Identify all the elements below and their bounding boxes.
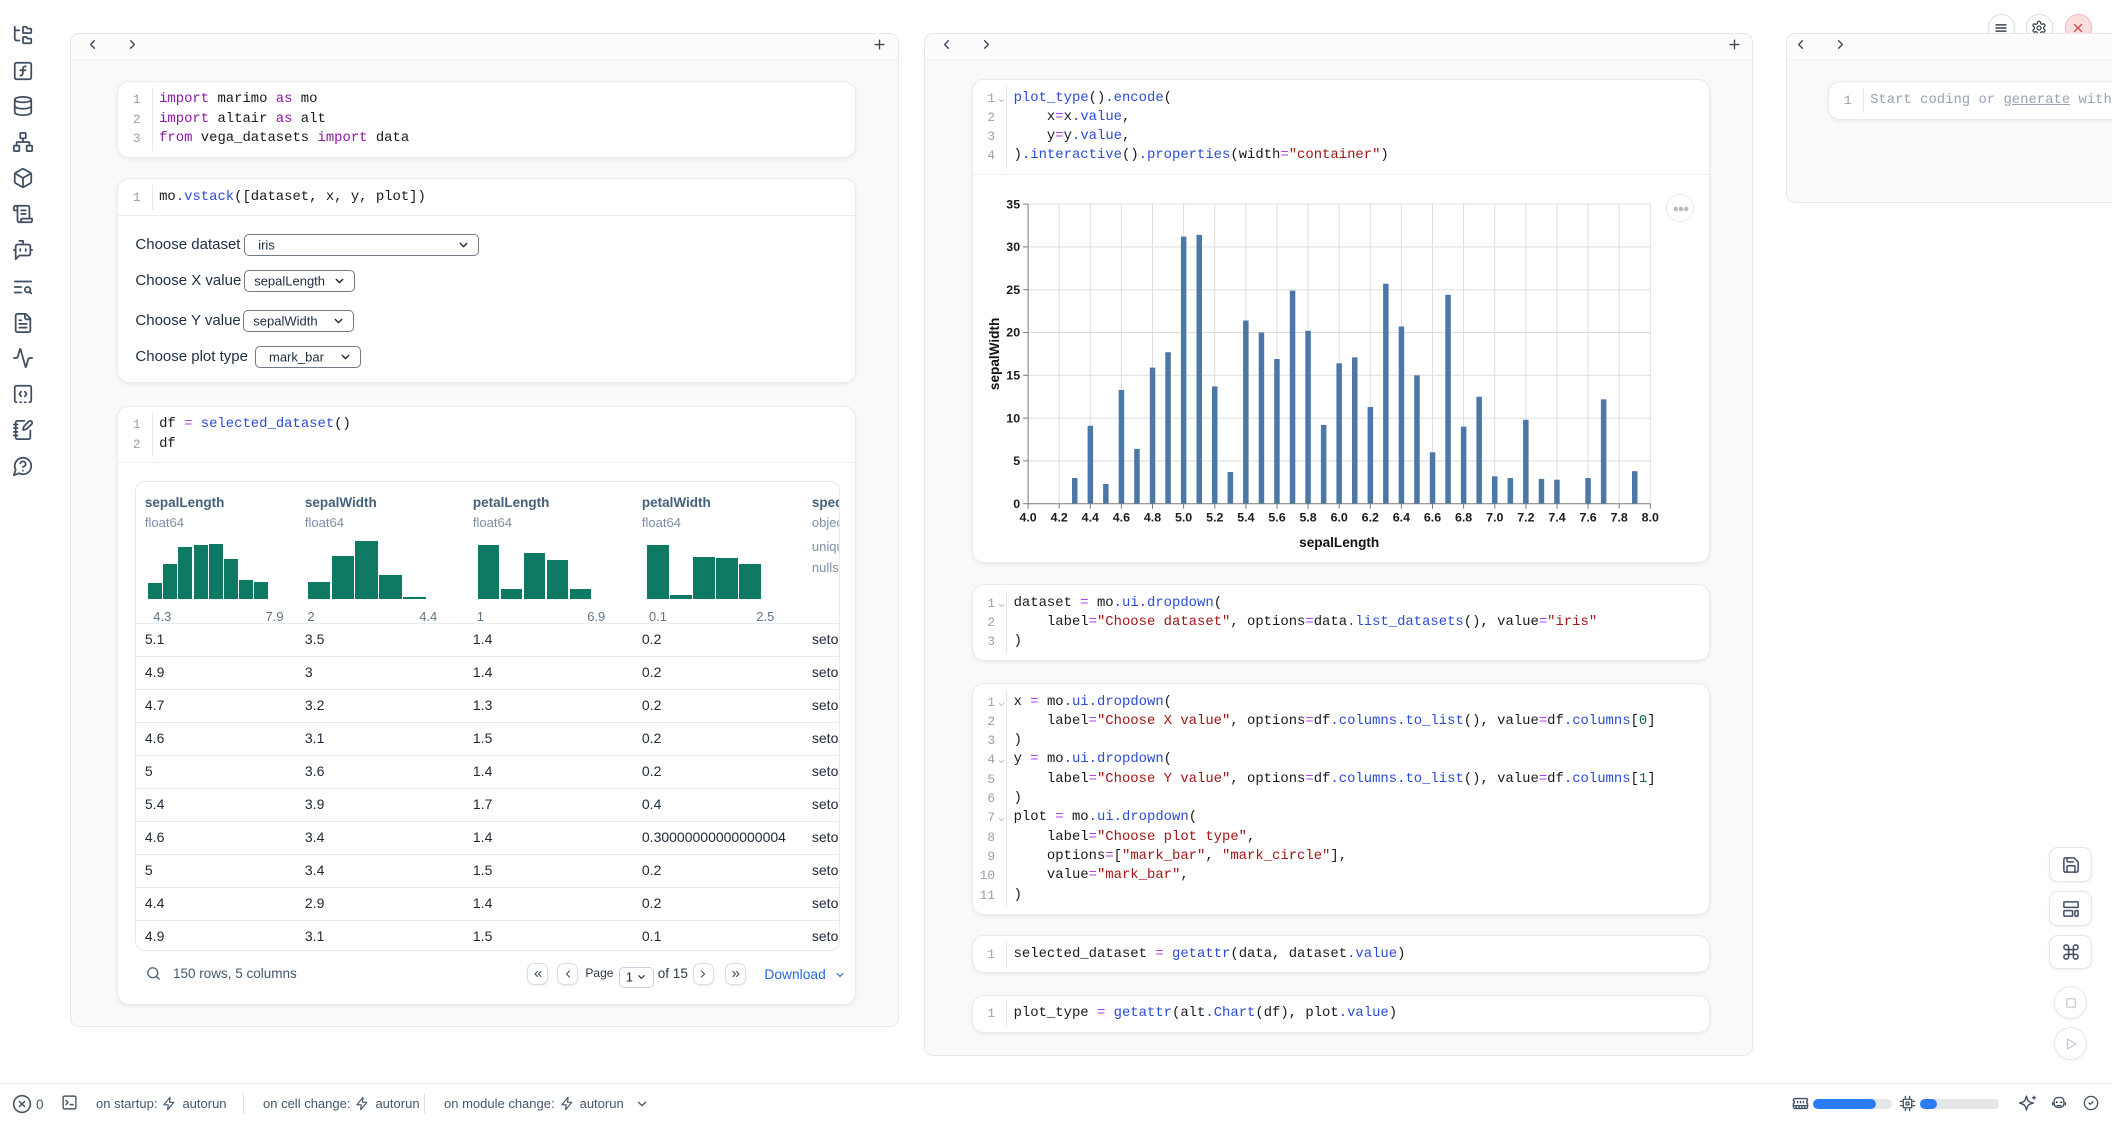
svg-text:5.6: 5.6 — [1268, 511, 1285, 525]
svg-text:7.0: 7.0 — [1486, 511, 1503, 525]
svg-text:8.0: 8.0 — [1641, 511, 1658, 525]
svg-text:6.4: 6.4 — [1392, 511, 1409, 525]
svg-text:35: 35 — [1006, 198, 1020, 212]
svg-text:sepalWidth: sepalWidth — [987, 318, 1002, 390]
svg-text:5.4: 5.4 — [1237, 511, 1254, 525]
svg-text:4.4: 4.4 — [1081, 511, 1098, 525]
svg-text:6.2: 6.2 — [1361, 511, 1378, 525]
svg-text:6.8: 6.8 — [1454, 511, 1471, 525]
svg-text:4.0: 4.0 — [1019, 511, 1036, 525]
svg-text:7.6: 7.6 — [1579, 511, 1596, 525]
svg-text:7.2: 7.2 — [1517, 511, 1534, 525]
svg-text:5.0: 5.0 — [1174, 511, 1191, 525]
svg-text:4.8: 4.8 — [1143, 511, 1160, 525]
svg-text:0: 0 — [1013, 497, 1020, 511]
svg-text:7.8: 7.8 — [1610, 511, 1627, 525]
svg-text:6.0: 6.0 — [1330, 511, 1347, 525]
svg-text:5.2: 5.2 — [1206, 511, 1223, 525]
svg-text:sepalLength: sepalLength — [1299, 535, 1379, 550]
svg-text:30: 30 — [1006, 240, 1020, 254]
svg-text:5: 5 — [1013, 454, 1020, 468]
svg-text:7.4: 7.4 — [1548, 511, 1565, 525]
svg-text:20: 20 — [1006, 326, 1020, 340]
svg-text:6.6: 6.6 — [1423, 511, 1440, 525]
svg-text:25: 25 — [1006, 283, 1020, 297]
svg-text:10: 10 — [1006, 412, 1020, 426]
svg-text:5.8: 5.8 — [1299, 511, 1316, 525]
svg-text:4.2: 4.2 — [1050, 511, 1067, 525]
svg-text:15: 15 — [1006, 369, 1020, 383]
svg-text:4.6: 4.6 — [1112, 511, 1129, 525]
